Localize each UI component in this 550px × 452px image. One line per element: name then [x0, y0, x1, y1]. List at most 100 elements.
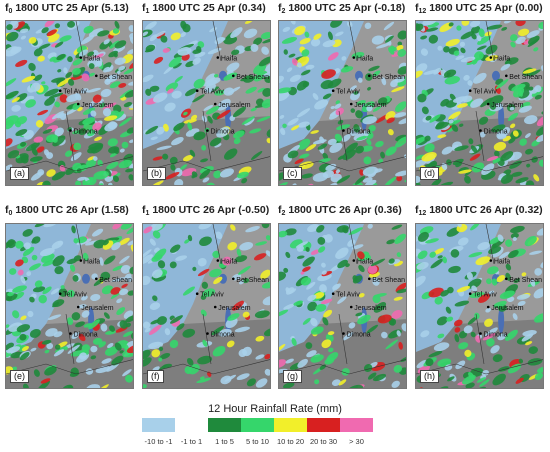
rain-cell — [386, 239, 396, 245]
rain-cell — [198, 224, 212, 230]
rain-cell — [97, 30, 110, 37]
rain-cell — [143, 357, 152, 367]
rain-cell — [448, 119, 454, 124]
rain-cell — [492, 373, 506, 386]
rain-cell — [468, 251, 483, 258]
rain-cell — [493, 141, 507, 151]
city-label: Bet Shean — [236, 74, 269, 81]
city-marker — [479, 129, 482, 132]
rain-cell — [67, 289, 75, 298]
rain-cell — [458, 342, 469, 350]
rain-cell — [368, 65, 380, 72]
city-marker — [468, 292, 472, 296]
rain-cell — [456, 25, 462, 31]
rain-cell — [420, 330, 430, 338]
city-label: Bet Shean — [509, 74, 542, 81]
rain-cell — [118, 237, 130, 246]
rain-cell — [67, 344, 80, 354]
rain-cell — [428, 287, 444, 298]
rain-cell — [236, 373, 250, 381]
rain-cell — [294, 26, 306, 36]
rain-cell — [279, 271, 287, 282]
rain-cell — [455, 360, 466, 370]
rain-cell — [245, 86, 257, 94]
rain-cell — [288, 53, 296, 58]
rain-cell — [497, 134, 507, 140]
rain-cell — [425, 27, 439, 32]
rain-cell — [184, 239, 190, 244]
rain-cell — [373, 293, 387, 298]
city-label: Jerusalem — [354, 102, 386, 109]
city-label: Tel Aviv — [336, 292, 360, 299]
city-label: Jerusalem — [81, 305, 113, 312]
rain-cell — [42, 259, 56, 267]
rain-cell — [240, 76, 253, 82]
rain-cell — [157, 260, 166, 269]
rain-cell — [478, 116, 489, 125]
rain-cell — [78, 304, 87, 309]
rain-cell — [381, 331, 388, 339]
rain-cell — [169, 315, 183, 324]
rain-cell — [471, 33, 477, 40]
rain-cell — [444, 364, 453, 371]
rain-cell — [433, 67, 442, 75]
rain-cell — [108, 50, 119, 58]
city-label: Haifa — [221, 56, 237, 63]
rain-cell — [202, 177, 210, 183]
city-marker — [368, 277, 371, 281]
city-marker — [486, 102, 490, 106]
rain-cell — [223, 35, 238, 45]
rain-cell — [305, 342, 313, 349]
rain-cell — [78, 333, 86, 342]
rain-cell — [174, 179, 184, 185]
rain-cell — [457, 237, 469, 246]
rain-cell — [34, 224, 47, 228]
rain-cell — [495, 79, 509, 90]
city-label: Haifa — [357, 56, 373, 63]
rain-cell — [316, 224, 325, 233]
rain-cell — [456, 103, 468, 108]
rain-cell — [454, 300, 470, 307]
rain-cell — [505, 263, 512, 271]
rain-cell — [128, 104, 133, 110]
rain-cell — [494, 150, 500, 157]
rain-cell — [296, 255, 305, 259]
city-label: Jerusalem — [218, 305, 250, 312]
rain-cell — [41, 27, 49, 34]
rain-cell — [39, 247, 55, 257]
rain-cell — [484, 318, 493, 327]
rain-cell — [516, 293, 530, 300]
rain-cell — [101, 62, 112, 71]
rainfall-map: Haifa Bet Shean Tel Aviv Jerusalem Dimona (g) — [278, 223, 407, 389]
rain-cell — [143, 74, 154, 83]
rain-cell — [334, 133, 343, 142]
rain-cell — [31, 239, 36, 244]
rain-cell — [380, 151, 385, 159]
rain-cell — [443, 46, 450, 53]
rain-cell — [401, 323, 406, 332]
rain-cell — [160, 35, 168, 43]
rain-cell — [533, 47, 539, 52]
rain-cell — [256, 116, 270, 122]
rain-cell — [533, 288, 543, 299]
rain-cell — [190, 114, 198, 121]
rain-cell — [66, 258, 78, 265]
rain-cell — [461, 21, 470, 26]
rain-cell — [236, 248, 242, 257]
rain-cell — [153, 56, 164, 64]
rain-cell — [403, 154, 406, 159]
rain-cell — [279, 230, 288, 238]
rain-cell — [391, 310, 403, 319]
rain-cell — [515, 21, 526, 27]
rain-cell — [209, 137, 222, 147]
rain-cell — [265, 250, 270, 257]
rain-cell — [149, 302, 161, 310]
rain-cell — [363, 130, 369, 137]
panel-letter: (g) — [283, 370, 302, 383]
rain-cell — [450, 249, 460, 258]
rain-cell — [164, 102, 176, 112]
rain-cell — [523, 115, 538, 125]
rain-cell — [395, 282, 406, 293]
rain-cell — [397, 66, 406, 75]
rain-cell — [243, 28, 258, 39]
